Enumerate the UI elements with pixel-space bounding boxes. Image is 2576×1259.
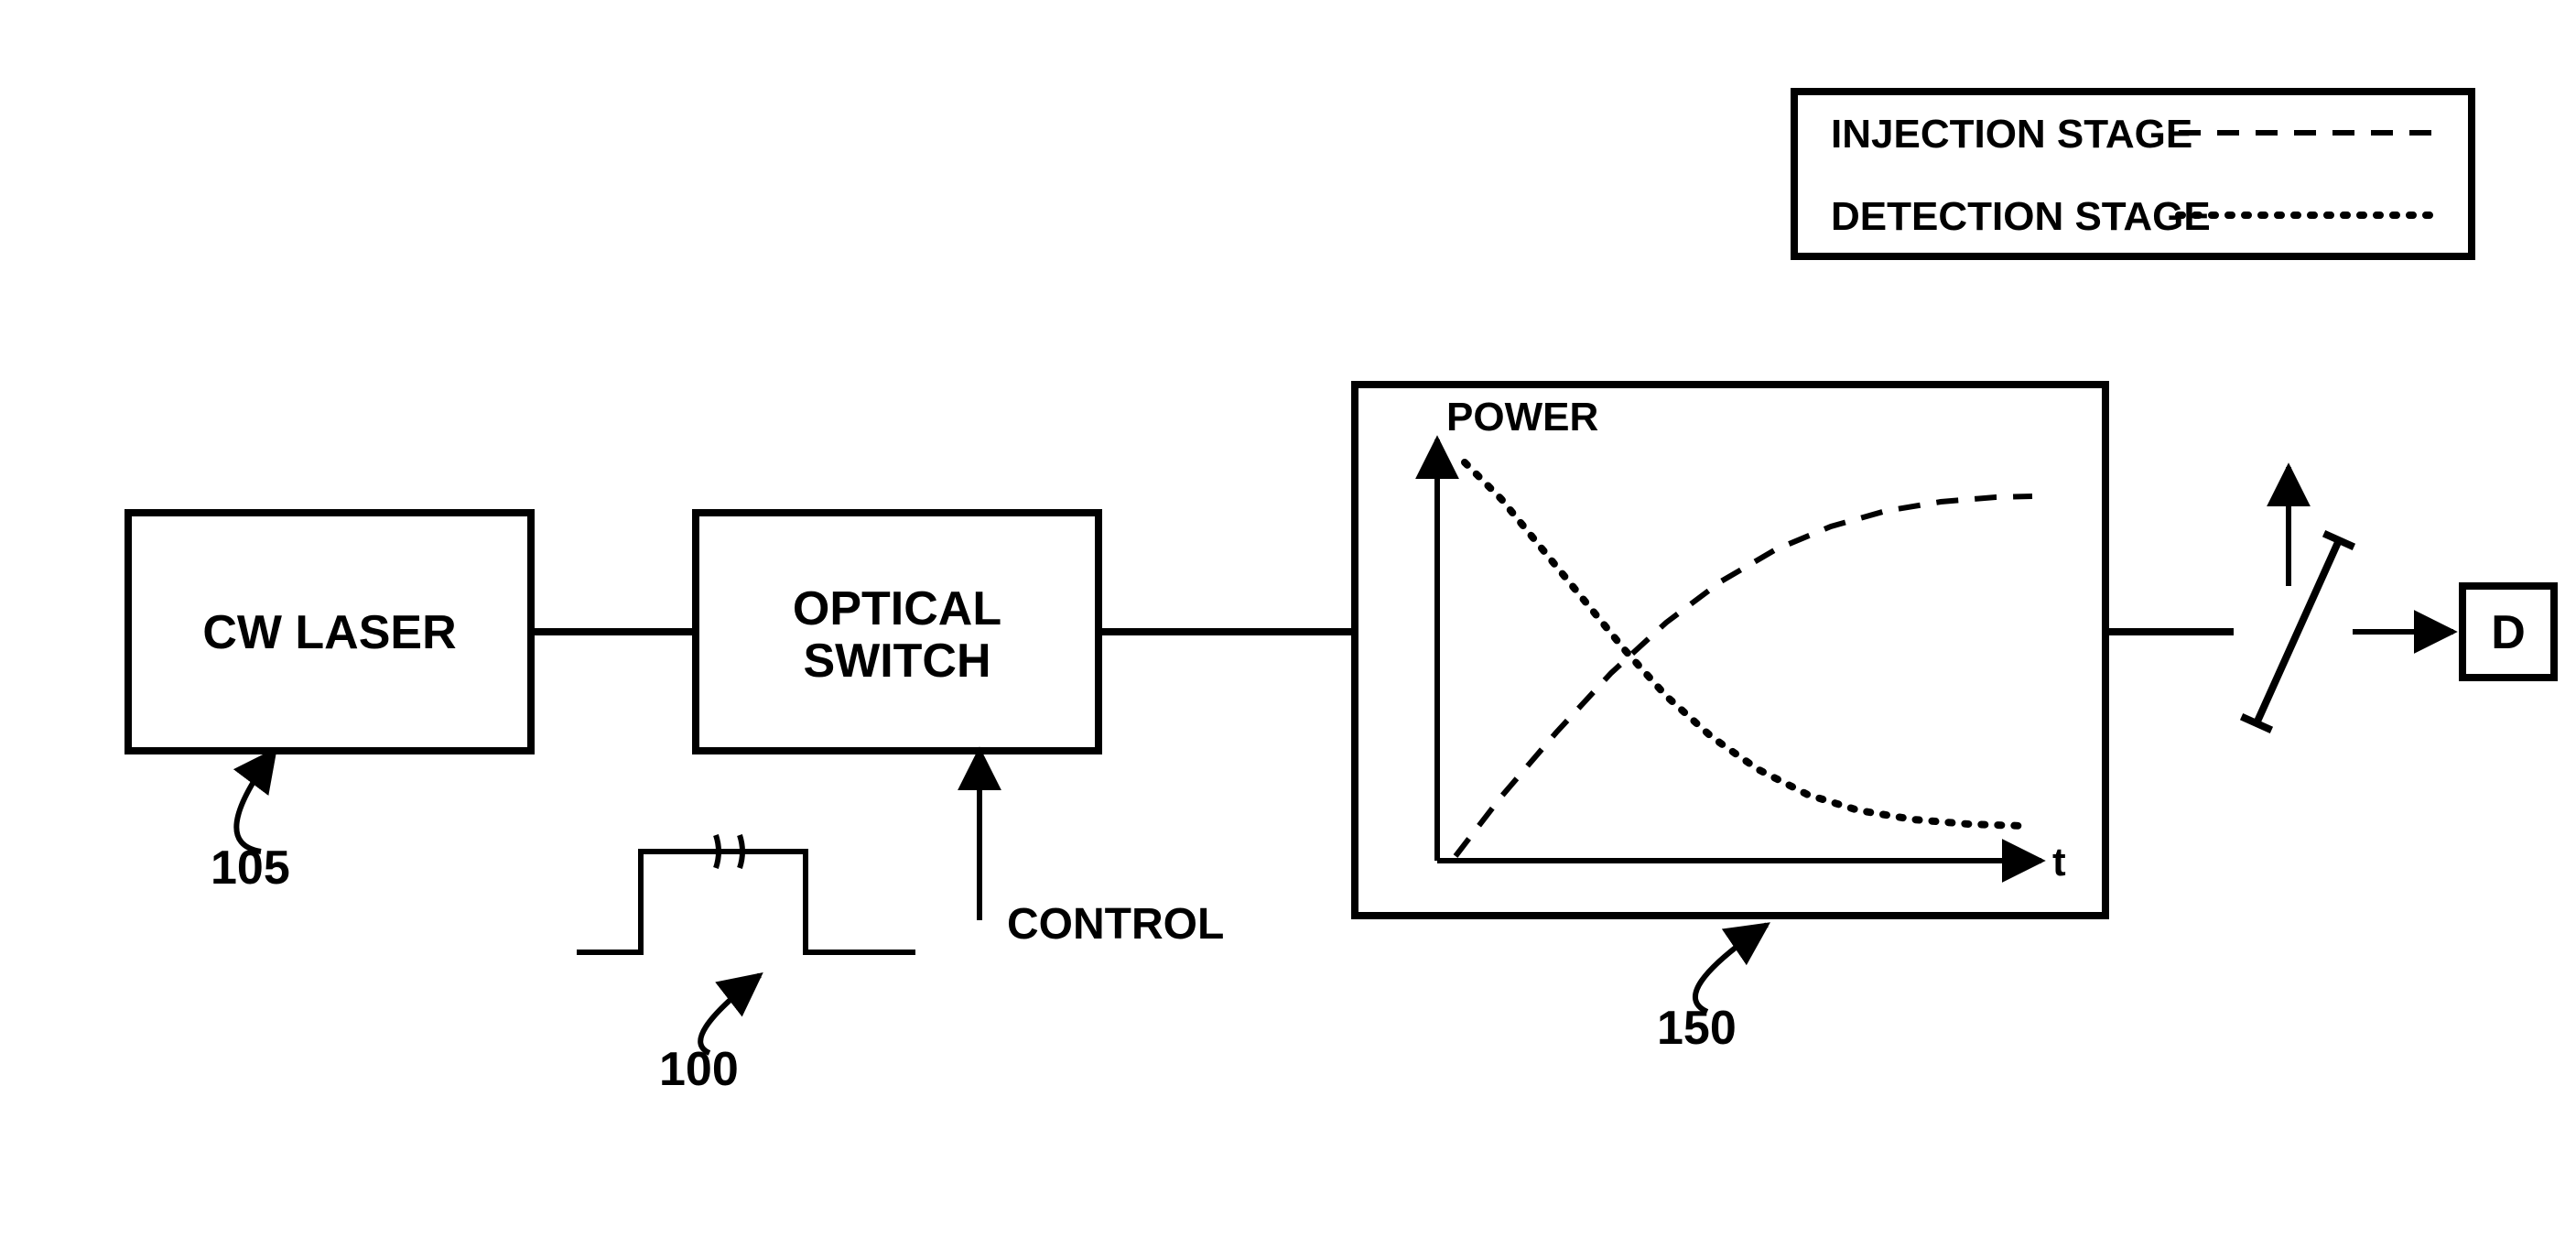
optical-switch-block: OPTICALSWITCH — [696, 513, 1099, 751]
chart-xlabel: t — [2052, 840, 2066, 885]
optical-switch-label: OPTICALSWITCH — [793, 582, 1001, 688]
ref-150: 150 — [1657, 925, 1767, 1055]
svg-text:105: 105 — [211, 841, 290, 895]
legend: INJECTION STAGE DETECTION STAGE — [1794, 92, 2472, 256]
detector-block: D — [2462, 586, 2554, 678]
control-pulse — [577, 835, 915, 952]
legend-injection-label: INJECTION STAGE — [1831, 112, 2192, 157]
svg-text:100: 100 — [659, 1043, 739, 1096]
ref-105: 105 — [211, 751, 290, 895]
svg-text:150: 150 — [1657, 1002, 1737, 1055]
cw-laser-block: CW LASER — [128, 513, 531, 751]
power-chart: POWER t — [1355, 385, 2105, 916]
svg-text:CONTROL: CONTROL — [1007, 900, 1224, 949]
svg-text:D: D — [2491, 606, 2526, 659]
beam-splitter — [2242, 534, 2354, 731]
legend-detection-label: DETECTION STAGE — [1831, 194, 2211, 239]
detection-curve — [1465, 462, 2023, 826]
ref-100: 100 — [659, 975, 760, 1096]
cw-laser-label: CW LASER — [202, 606, 456, 659]
control-arrow: CONTROL — [980, 751, 1224, 949]
chart-ylabel: POWER — [1446, 395, 1598, 440]
diagram-canvas: INJECTION STAGE DETECTION STAGE CW LASER… — [0, 0, 2576, 1259]
